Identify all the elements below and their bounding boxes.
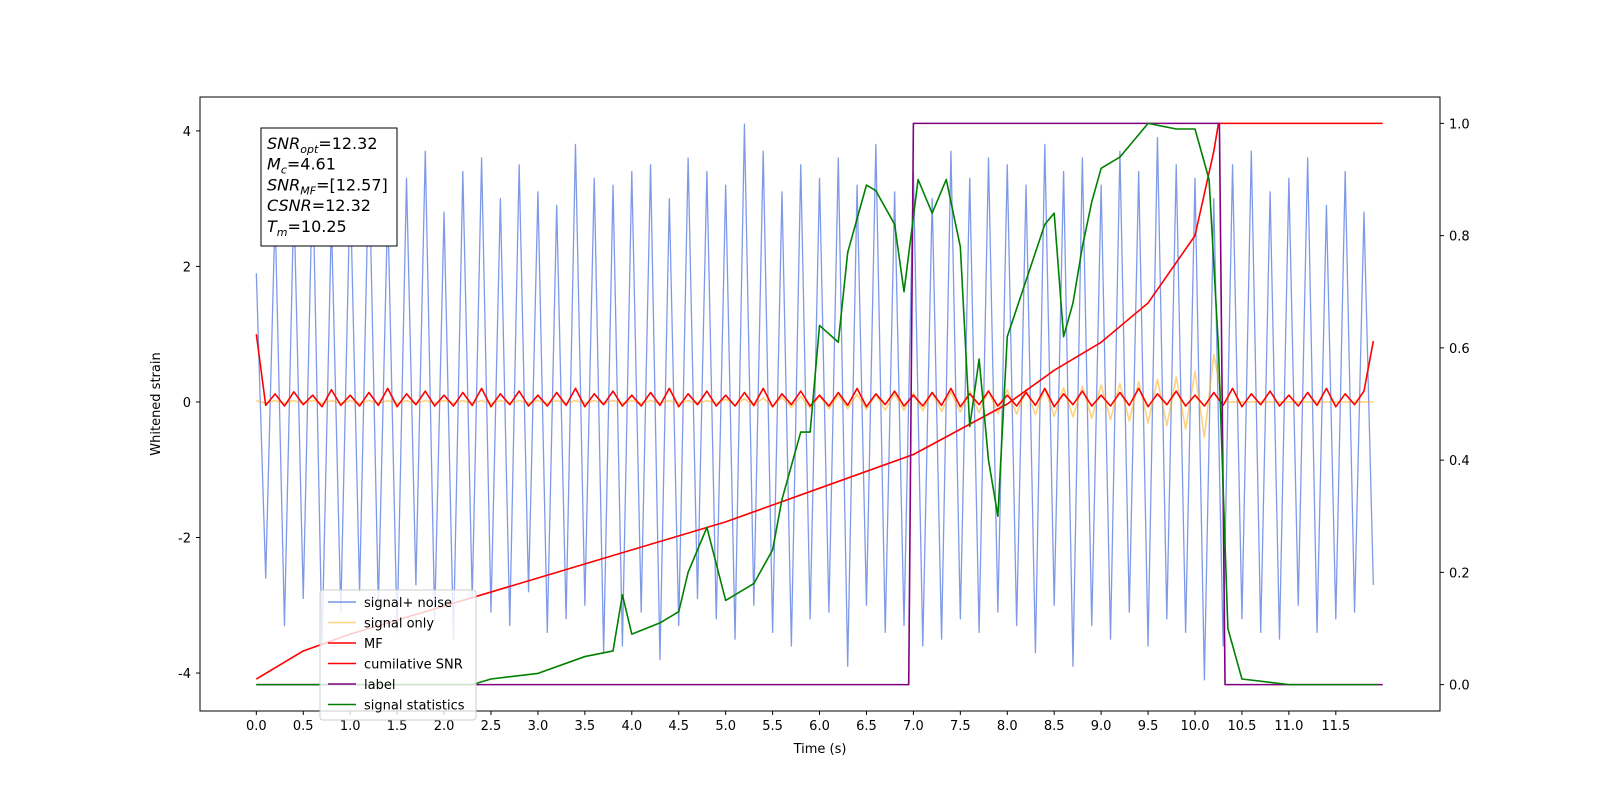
x-tick-label: 6.0: [809, 719, 830, 734]
x-tick-label: 2.5: [481, 719, 502, 734]
x-tick-label: 4.0: [621, 719, 642, 734]
y-tick-label: 4: [183, 125, 191, 140]
annotation-symbol: M: [267, 155, 281, 174]
x-tick-label: 0.0: [246, 719, 267, 734]
x-tick-label: 9.0: [1091, 719, 1112, 734]
x-tick-label: 2.0: [434, 719, 455, 734]
annotation-subscript: MF: [300, 184, 316, 197]
y-tick-label: -2: [178, 532, 191, 547]
legend: signal+ noise signal only MF cumilative SNR…: [319, 589, 477, 721]
legend-label: signal only: [364, 617, 434, 632]
x-tick-label: 10.0: [1181, 719, 1210, 734]
x-tick-label: 1.0: [340, 719, 361, 734]
annotation-box: SNRopt=12.32Mc=4.61SNRMF=[12.57]CSNR=12.…: [260, 127, 398, 247]
y-tick-label: 2: [183, 260, 191, 275]
x-tick-label: 5.0: [715, 719, 736, 734]
x-tick-label: 3.5: [575, 719, 596, 734]
x-tick-label: 4.5: [668, 719, 689, 734]
annotation-text: =10.25: [288, 217, 347, 236]
x-tick-label: 1.5: [387, 719, 408, 734]
y2-tick-label: 0.2: [1449, 566, 1470, 581]
legend-label: signal+ noise: [364, 596, 452, 611]
y2-tick-label: 0.0: [1449, 679, 1470, 694]
annotation-line: Mc=4.61: [267, 155, 336, 177]
annotation-subscript: m: [277, 226, 288, 239]
x-tick-label: 0.5: [293, 719, 314, 734]
series-line: [256, 353, 1374, 439]
y2-tick-label: 0.8: [1449, 230, 1470, 245]
y2-tick-label: 0.6: [1449, 342, 1470, 357]
annotation-line: Tm=10.25: [267, 217, 347, 239]
y-tick-label: -4: [178, 667, 191, 682]
annotation-symbol: SNR: [267, 175, 300, 194]
series-line: [255, 123, 1374, 681]
annotation-line: SNRopt=12.32: [267, 134, 378, 156]
x-tick-label: 11.0: [1274, 719, 1303, 734]
annotation-line: CSNR=12.32: [267, 196, 371, 215]
x-tick-label: 10.5: [1227, 719, 1256, 734]
legend-label: signal statistics: [364, 699, 465, 714]
x-tick-label: 5.5: [762, 719, 783, 734]
y2-tick-label: 0.4: [1449, 454, 1470, 469]
x-tick-label: 11.5: [1321, 719, 1350, 734]
x-tick-label: 9.5: [1138, 719, 1159, 734]
x-tick-label: 7.0: [903, 719, 924, 734]
annotation-symbol: CSNR: [267, 196, 312, 215]
annotation-frame: [260, 127, 398, 247]
legend-label: label: [364, 678, 395, 693]
legend-frame: [319, 589, 477, 721]
annotation-subscript: opt: [300, 143, 319, 156]
series-line: [255, 334, 1375, 408]
y2-tick-label: 1.0: [1449, 117, 1470, 132]
legend-label: cumilative SNR: [364, 658, 463, 673]
annotation-text: =12.32: [318, 134, 377, 153]
x-tick-label: 7.5: [950, 719, 971, 734]
series-line: [256, 122, 1379, 686]
annotation-text: =12.32: [312, 196, 371, 215]
ticks: 0.0 0.5 1.0 1.5 2.0 2.5 3.0 3.5 4.0 4.5 5.0 5.5 6.0 6…: [178, 117, 1470, 734]
y-axis-label: Whitened strain: [149, 352, 164, 455]
x-tick-label: 6.5: [856, 719, 877, 734]
annotation-symbol: T: [267, 217, 278, 236]
x-tick-label: 8.5: [1044, 719, 1065, 734]
x-tick-label: 3.0: [528, 719, 549, 734]
x-axis-label: Time (s): [793, 742, 847, 757]
y-tick-label: 0: [183, 396, 191, 411]
annotation-text: =4.61: [287, 155, 336, 174]
series-line: [256, 122, 1383, 686]
legend-label: MF: [364, 637, 383, 652]
annotation-line: SNRMF=[12.57]: [267, 175, 388, 197]
annotation-subscript: c: [281, 164, 287, 177]
x-tick-label: 8.0: [997, 719, 1018, 734]
annotation-text: =[12.57]: [316, 175, 388, 194]
annotation-symbol: SNR: [267, 134, 300, 153]
